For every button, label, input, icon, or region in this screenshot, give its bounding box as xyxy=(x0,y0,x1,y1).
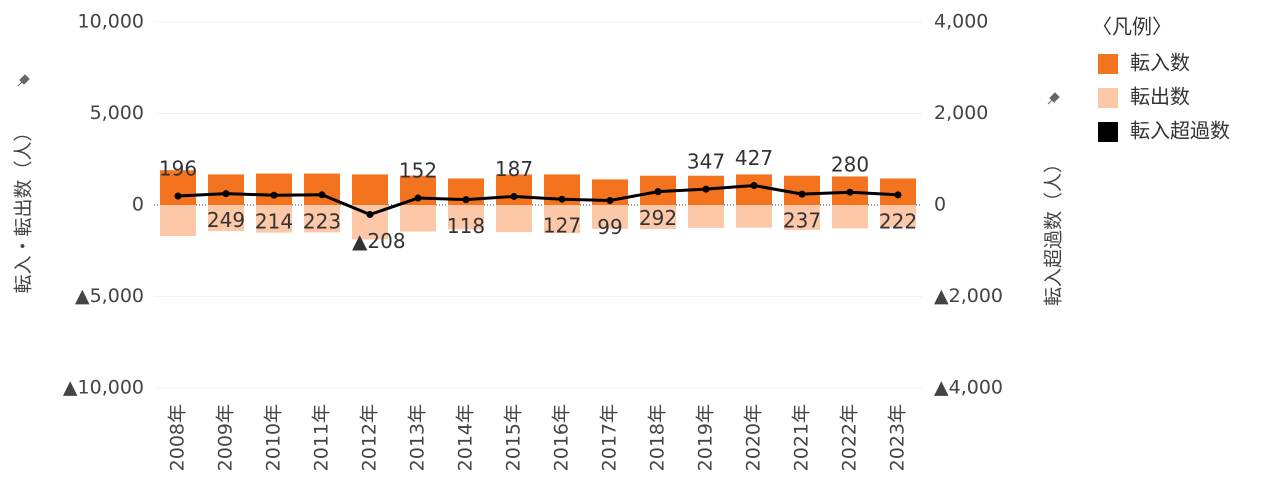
x-tick-label: 2010年 xyxy=(263,404,285,471)
bar xyxy=(448,205,484,230)
bar xyxy=(688,205,724,228)
y-tick-label: ▲5,000 xyxy=(75,285,144,307)
y-tick-label: 10,000 xyxy=(78,11,144,33)
y2-tick-label: 2,000 xyxy=(934,102,988,124)
y2-tick-label: 0 xyxy=(934,194,946,216)
data-label: 223 xyxy=(303,209,341,233)
data-label: 99 xyxy=(597,215,622,239)
y-tick-label: ▲10,000 xyxy=(63,377,144,399)
x-tick-label: 2008年 xyxy=(167,404,189,471)
y2-tick-label: 4,000 xyxy=(934,11,988,33)
x-tick-label: 2017年 xyxy=(599,404,621,471)
bar xyxy=(544,205,580,234)
line-point xyxy=(750,181,758,189)
x-tick-label: 2021年 xyxy=(791,404,813,471)
line-point xyxy=(702,185,710,193)
y-tick-label: 0 xyxy=(132,194,144,216)
line xyxy=(177,183,899,217)
y-tick-label: 5,000 xyxy=(90,102,144,124)
x-tick-label: 2013年 xyxy=(407,404,429,471)
line-point xyxy=(654,188,662,196)
x-tick-label: 2009年 xyxy=(215,404,237,471)
legend-swatch xyxy=(1098,54,1118,74)
line-point xyxy=(270,191,278,199)
bar xyxy=(736,174,772,205)
data-label: 427 xyxy=(735,146,773,170)
line-point xyxy=(606,196,614,204)
bar xyxy=(400,205,436,232)
legend-swatch xyxy=(1098,122,1118,142)
x-tick-label: 2023年 xyxy=(887,404,909,471)
data-label: 214 xyxy=(255,210,293,234)
data-label: 347 xyxy=(687,150,725,174)
bar xyxy=(640,205,676,229)
data-label: 196 xyxy=(159,157,197,181)
data-label: 280 xyxy=(831,153,869,177)
line-point xyxy=(222,190,230,198)
legend-label: 転出数 xyxy=(1130,85,1190,109)
data-label: 222 xyxy=(879,209,917,233)
x-tick-label: 2020年 xyxy=(743,404,765,471)
data-label: 187 xyxy=(495,157,533,181)
x-tick-label: 2018年 xyxy=(647,404,669,471)
x-tick-label: 2022年 xyxy=(839,404,861,471)
y2-axis-label: 転入超過数（人） xyxy=(1043,154,1065,306)
bar xyxy=(304,205,340,233)
bar xyxy=(784,205,820,230)
bar xyxy=(496,205,532,233)
bar xyxy=(880,205,916,228)
x-tick-label: 2015年 xyxy=(503,404,525,471)
data-label: ▲208 xyxy=(352,229,406,253)
line-point xyxy=(174,192,182,200)
bar xyxy=(736,205,772,228)
bar xyxy=(208,174,244,205)
x-tick-label: 2011年 xyxy=(311,404,333,471)
bar xyxy=(256,173,292,205)
legend-label: 転入超過数 xyxy=(1130,119,1230,143)
bar xyxy=(160,205,196,237)
legend-title: 〈凡例〉 xyxy=(1092,15,1172,39)
line-point xyxy=(846,188,854,196)
pin-icon[interactable] xyxy=(17,74,30,87)
line-point xyxy=(366,211,374,219)
bar xyxy=(256,205,292,233)
y2-tick-label: ▲2,000 xyxy=(934,285,1003,307)
legend-swatch xyxy=(1098,88,1118,108)
bar xyxy=(784,175,820,205)
data-label: 152 xyxy=(399,159,437,183)
x-tick-label: 2016年 xyxy=(551,404,573,471)
legend-label: 転入数 xyxy=(1130,51,1190,75)
x-tick-label: 2019年 xyxy=(695,404,717,471)
line-point xyxy=(414,194,422,202)
bar xyxy=(832,205,868,229)
x-tick-label: 2012年 xyxy=(359,404,381,471)
line-point xyxy=(798,190,806,198)
bar xyxy=(592,205,628,229)
line-point xyxy=(318,191,326,199)
data-label: 118 xyxy=(447,214,485,238)
x-tick-label: 2014年 xyxy=(455,404,477,471)
bar xyxy=(208,205,244,231)
line-point xyxy=(462,196,470,204)
bar xyxy=(352,174,388,205)
y-axis-label: 転入・転出数（人） xyxy=(13,122,35,293)
line-point xyxy=(558,195,566,203)
data-label: 292 xyxy=(639,206,677,230)
line-point xyxy=(510,192,518,200)
data-label: 249 xyxy=(207,208,245,232)
data-label: 237 xyxy=(783,209,821,233)
pin-icon[interactable] xyxy=(1047,92,1060,105)
data-label: 127 xyxy=(543,214,581,238)
line-point xyxy=(894,191,902,199)
y2-tick-label: ▲4,000 xyxy=(934,377,1003,399)
